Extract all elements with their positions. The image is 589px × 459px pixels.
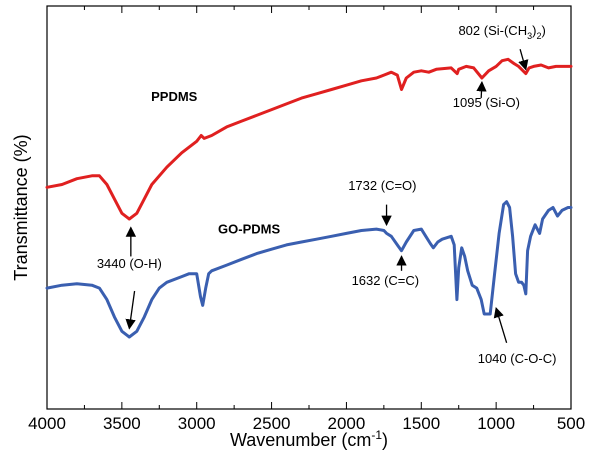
annotation-arrow bbox=[476, 80, 487, 99]
annotation-label: 802 (Si-(CH3)2) bbox=[458, 23, 545, 41]
x-tick-label: 1000 bbox=[477, 414, 515, 433]
x-axis-title: Wavenumber (cm-1) bbox=[230, 428, 388, 450]
annotation-label: 1095 (Si-O) bbox=[453, 95, 520, 110]
x-tick-label: 3500 bbox=[103, 414, 141, 433]
x-tick-label: 4000 bbox=[28, 414, 66, 433]
annotation-label: 3440 (O-H) bbox=[97, 256, 162, 271]
annotation-label: 1040 (C-O-C) bbox=[478, 351, 557, 366]
x-tick-label: 3000 bbox=[178, 414, 216, 433]
annotation-label: 1632 (C=C) bbox=[352, 273, 420, 288]
x-tick-label: 500 bbox=[557, 414, 585, 433]
annotation-arrow bbox=[493, 307, 508, 343]
y-axis-title: Transmittance (%) bbox=[11, 134, 31, 280]
plot-frame bbox=[46, 5, 572, 410]
x-tick-label: 2500 bbox=[253, 414, 291, 433]
series-line-go-pdms bbox=[45, 200, 573, 339]
series-label-ppdms: PPDMS bbox=[151, 89, 198, 104]
annotation-arrow bbox=[125, 290, 136, 330]
series-line-ppdms bbox=[45, 57, 573, 221]
x-tick-label: 1500 bbox=[402, 414, 440, 433]
annotation-label: 1732 (C=O) bbox=[348, 178, 416, 193]
series-label-go-pdms: GO-PDMS bbox=[218, 221, 280, 236]
annotation-arrow bbox=[518, 49, 529, 71]
x-tick-label: 2000 bbox=[328, 414, 366, 433]
